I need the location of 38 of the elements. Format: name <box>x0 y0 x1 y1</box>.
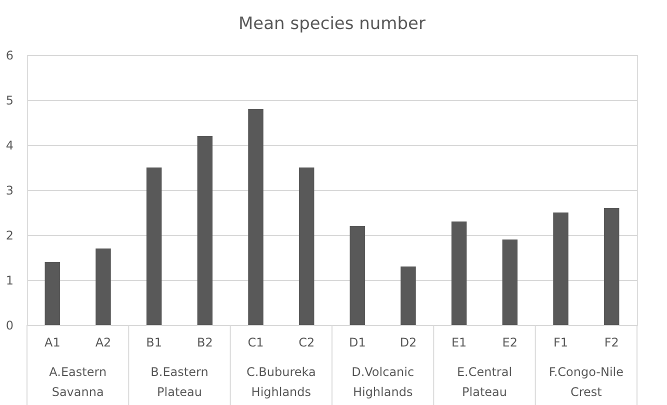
x-tick-label: F2 <box>604 336 619 350</box>
bar <box>298 168 314 325</box>
bar <box>553 212 568 325</box>
bar <box>502 240 518 325</box>
text: D.Volcanic Highlands <box>352 365 414 399</box>
bar <box>197 136 213 325</box>
x-tick-label: B2 <box>196 336 213 350</box>
x-tick-label: E2 <box>502 336 518 350</box>
text: C.Bubureka Highlands <box>246 365 316 399</box>
text: B.Eastern Plateau <box>150 365 208 399</box>
text: A.Eastern Savanna <box>49 365 107 399</box>
bar <box>96 248 111 325</box>
x-tick-label: A1 <box>44 336 60 350</box>
bar <box>248 109 264 325</box>
bar <box>146 168 162 325</box>
x-tick-label: D1 <box>348 336 366 350</box>
y-tick-label: 3 <box>6 184 14 198</box>
x-tick-label: A2 <box>95 336 112 350</box>
x-tick-label: D2 <box>400 336 417 350</box>
bar <box>44 262 60 325</box>
text: F.Congo-Nile Crest <box>548 365 624 399</box>
chart-title: Mean species number <box>238 14 426 34</box>
x-tick-label: B1 <box>146 336 162 350</box>
x-tick-label: C1 <box>248 336 264 350</box>
y-tick-label: 4 <box>6 138 14 152</box>
bar <box>451 222 467 325</box>
y-tick-label: 2 <box>6 228 14 242</box>
y-tick-label: 6 <box>6 48 14 62</box>
y-tick-label: 0 <box>6 318 14 332</box>
x-tick-label: F1 <box>553 336 568 350</box>
text: E.Central Plateau <box>456 365 512 399</box>
bar <box>400 266 416 325</box>
x-tick-label: E1 <box>451 336 467 350</box>
bar <box>350 226 366 325</box>
x-tick-label: C2 <box>298 336 315 350</box>
y-tick-label: 1 <box>6 274 14 288</box>
bar <box>604 208 620 325</box>
y-tick-label: 5 <box>6 94 14 108</box>
